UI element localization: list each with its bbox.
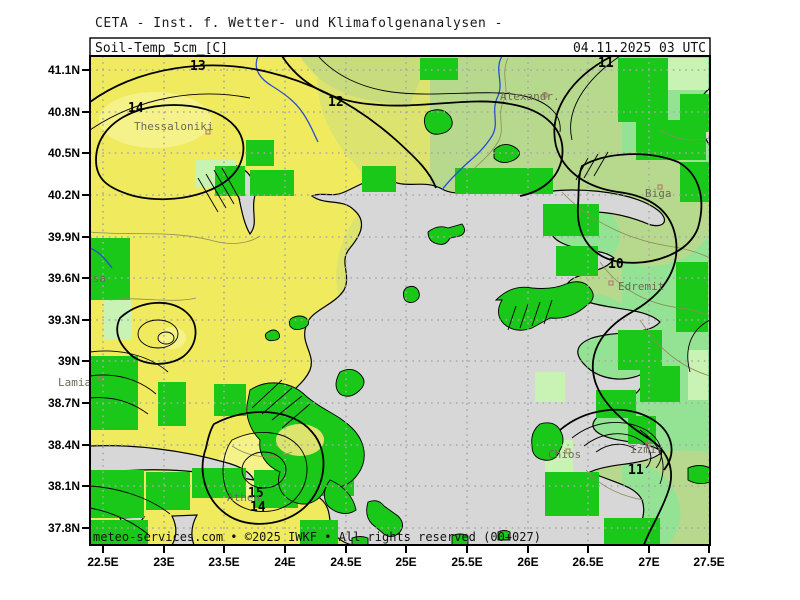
island-cyclades-1 xyxy=(351,536,369,545)
city-lamia: Lamia xyxy=(58,376,91,389)
island-limnos xyxy=(427,223,465,245)
contour-label-15: 15 xyxy=(248,486,264,501)
lon-tick: 26E xyxy=(517,555,538,569)
contour-label-10: 10 xyxy=(608,257,624,272)
island-lesbos xyxy=(494,281,594,331)
lon-tick: 22.5E xyxy=(87,555,118,569)
island-sporades-1 xyxy=(288,315,309,331)
page-title: CETA - Inst. f. Wetter- und Klimafolgena… xyxy=(95,16,503,31)
lon-axis-labels: 22.5E 23E 23.5E 24E 24.5E 25E 25.5E 26E … xyxy=(87,555,724,569)
rivers xyxy=(90,56,503,269)
lat-tick: 40.5N xyxy=(48,146,80,160)
island-samos xyxy=(687,465,710,485)
parameter-label: Soil-Temp_5cm_[C] xyxy=(95,41,228,56)
island-small-1 xyxy=(402,285,420,303)
river-west xyxy=(90,247,113,269)
lon-tick: 27.5E xyxy=(693,555,724,569)
land-cells xyxy=(90,58,710,544)
city-alexandroupoli: Alexandr. xyxy=(500,90,560,103)
axis-ticks xyxy=(82,69,710,553)
island-evia-tip xyxy=(323,479,357,514)
graticule xyxy=(90,56,710,545)
map-canvas: 13 14 12 11 10 15 14 11 Thessaloniki Ale… xyxy=(86,56,710,545)
lat-tick: 39.6N xyxy=(48,271,80,285)
contour-label-14: 14 xyxy=(128,101,144,116)
lat-tick: 40.8N xyxy=(48,105,80,119)
lon-tick: 24.5E xyxy=(330,555,361,569)
lat-tick: 39.9N xyxy=(48,230,80,244)
contour-label-13: 13 xyxy=(190,59,206,74)
island-chios xyxy=(531,422,564,461)
city-athens: Athen xyxy=(227,491,260,504)
lon-tick: 24E xyxy=(274,555,295,569)
island-cyclades-2 xyxy=(451,533,469,545)
city-izmir: Izmir xyxy=(630,443,663,456)
city-edremit: Edremit xyxy=(618,280,664,293)
isotherm-contours xyxy=(90,56,710,545)
island-skyros xyxy=(335,369,365,397)
lat-tick: 39.3N xyxy=(48,313,80,327)
lon-tick: 25E xyxy=(395,555,416,569)
city-chios: Chios xyxy=(548,448,581,461)
city-thessaloniki: Thessaloniki xyxy=(134,120,213,133)
contour-label-14b: 14 xyxy=(250,500,266,515)
river-axios xyxy=(255,56,319,143)
contour-label-11-izmir: 11 xyxy=(628,463,644,478)
lat-tick: 40.2N xyxy=(48,188,80,202)
lat-tick: 38.1N xyxy=(48,479,80,493)
lat-tick: 37.8N xyxy=(48,521,80,535)
lat-axis-labels: 41.1N 40.8N 40.5N 40.2N 39.9N 39.6N 39.3… xyxy=(48,63,80,535)
lon-tick: 23E xyxy=(153,555,174,569)
lon-tick: 23.5E xyxy=(208,555,239,569)
island-sporades-2 xyxy=(264,329,281,342)
island-thasos xyxy=(423,109,453,135)
datetime-label: 04.11.2025 03 UTC xyxy=(573,41,706,56)
country-borders xyxy=(90,57,710,501)
header-bar: Soil-Temp_5cm_[C] 04.11.2025 03 UTC xyxy=(89,37,711,57)
island-andros xyxy=(366,500,403,537)
contour-label-12: 12 xyxy=(328,95,344,110)
contour-label-11-top: 11 xyxy=(598,56,614,71)
copyright-line: meteo-services.com • ©2025 IWKF • All ri… xyxy=(93,530,541,544)
gulf-small-2 xyxy=(171,514,199,545)
lon-tick: 26.5E xyxy=(572,555,603,569)
lat-tick: 38.4N xyxy=(48,438,80,452)
lat-tick: 39N xyxy=(58,354,80,368)
map-frame: 41.1N 40.8N 40.5N 40.2N 39.9N 39.6N 39.3… xyxy=(48,55,725,569)
river-evros xyxy=(441,56,503,191)
lon-tick: 25.5E xyxy=(451,555,482,569)
island-cyclades-3 xyxy=(497,530,511,541)
lat-tick: 41.1N xyxy=(48,63,80,77)
city-labels: Thessaloniki Alexandr. Biga ssa Edremit … xyxy=(86,90,672,504)
lat-tick: 38.7N xyxy=(48,396,80,410)
contour-value-labels: 13 14 12 11 10 15 14 11 xyxy=(128,56,644,515)
lon-tick: 27E xyxy=(638,555,659,569)
city-larissa-clipped: ssa xyxy=(86,272,106,285)
city-biga: Biga xyxy=(645,187,672,200)
